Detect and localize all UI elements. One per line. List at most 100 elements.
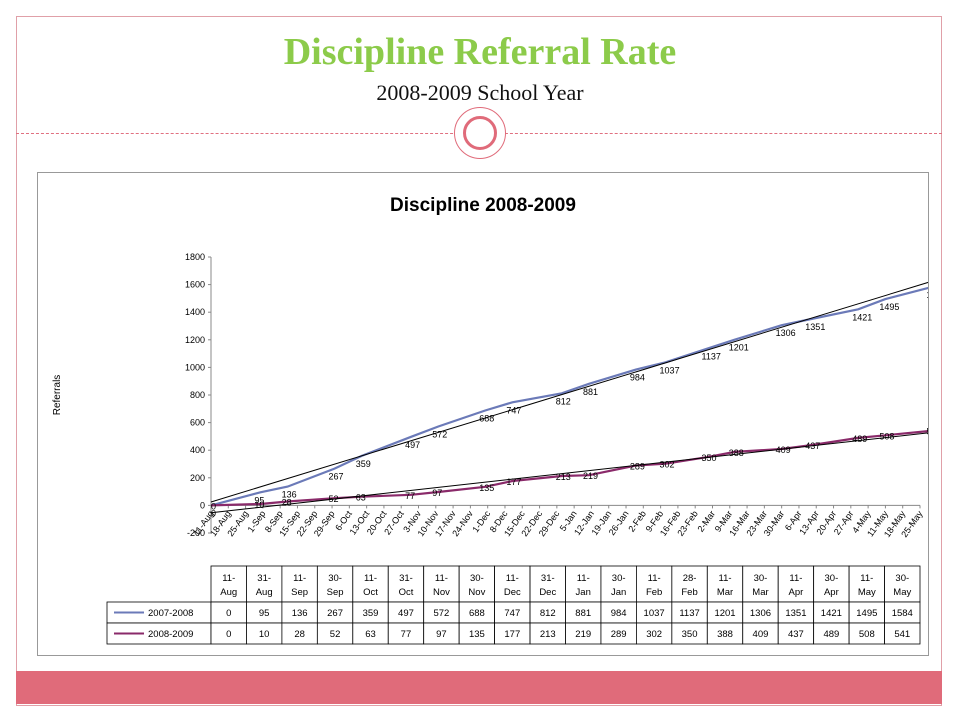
table-header-day: 11- (860, 573, 873, 584)
data-label: 497 (405, 440, 420, 450)
table-header-cell (777, 565, 815, 603)
table-header-month: May (858, 587, 876, 598)
table-cell-value: 359 (363, 608, 379, 619)
table-header-cell (884, 565, 921, 603)
data-label: 0 (211, 501, 216, 511)
table-cell-value: 0 (226, 608, 231, 619)
table-cell-value: 1421 (821, 608, 842, 619)
table-cell-value: 437 (788, 629, 804, 640)
table-cell-value: 688 (469, 608, 485, 619)
data-label: 541 (926, 427, 928, 437)
data-label: 572 (432, 429, 447, 439)
table-header-cell (600, 565, 637, 603)
table-header-month: Nov (468, 587, 485, 598)
table-cell-value: 219 (575, 629, 591, 640)
data-label: 0 (211, 508, 216, 518)
y-axis-label: Referrals (52, 375, 63, 416)
table-header-cell (706, 565, 744, 603)
table-header-month: Feb (646, 587, 662, 598)
trendline-2007-2008 (210, 280, 933, 503)
data-label: 28 (282, 498, 292, 508)
data-label: 63 (356, 493, 366, 503)
data-label: 135 (479, 483, 494, 493)
table-cell-value: 1137 (679, 608, 699, 619)
table-cell-value: 409 (753, 629, 769, 640)
data-label: 1201 (729, 343, 749, 353)
data-label: 688 (479, 413, 494, 423)
data-label: 1584 (926, 290, 928, 300)
table-header-month: Dec (539, 587, 556, 598)
slide-title: Discipline Referral Rate (283, 31, 677, 73)
ring-ornament-inner (463, 116, 497, 150)
data-label: 177 (506, 477, 521, 487)
y-tick-label: 1400 (185, 307, 205, 317)
data-label: 219 (583, 471, 598, 481)
table-cell (884, 622, 921, 645)
table-header-cell (813, 565, 850, 603)
data-label: 508 (879, 431, 894, 441)
table-header-month: Apr (824, 587, 839, 598)
table-header-day: 11- (435, 573, 448, 584)
table-cell-value: 63 (365, 629, 376, 640)
y-tick-label: 600 (190, 418, 205, 428)
y-tick-label: 200 (190, 473, 205, 483)
table-cell-value: 350 (682, 629, 698, 640)
table-header-month: Jan (576, 587, 591, 598)
table-cell-value: 136 (292, 608, 308, 619)
table-cell-value: 572 (433, 608, 449, 619)
data-label: 881 (583, 387, 598, 397)
table-header-month: Dec (504, 587, 521, 598)
data-label: 1421 (852, 312, 872, 322)
table-header-month: Mar (717, 587, 733, 598)
table-header-day: 11- (293, 573, 306, 584)
table-cell-value: 1584 (892, 608, 913, 619)
table-cell-value: 747 (504, 608, 520, 619)
y-tick-label: 1800 (185, 252, 205, 262)
data-label: 302 (660, 460, 675, 470)
data-label: 489 (852, 434, 867, 444)
data-label: 812 (556, 396, 571, 406)
table-cell-value: 135 (469, 629, 485, 640)
data-label: 409 (776, 445, 791, 455)
y-tick-label: 1600 (185, 280, 205, 290)
table-header-day: 30- (470, 573, 484, 584)
slide-subtitle: 2008-2009 School Year (376, 80, 584, 105)
data-label: 1495 (879, 302, 899, 312)
table-header-cell (742, 565, 779, 603)
y-tick-label: -200 (187, 528, 205, 538)
table-header-month: Sep (291, 587, 308, 598)
table-header-cell (458, 565, 495, 603)
table-cell-value: 388 (717, 629, 733, 640)
y-tick-label: 800 (190, 390, 205, 400)
table-header-cell (281, 565, 318, 603)
legend-entry: 2007-2008 (148, 608, 193, 619)
table-header-cell (423, 565, 460, 603)
table-header-month: Feb (681, 587, 697, 598)
table-cell-value: 177 (504, 629, 520, 640)
data-label: 136 (282, 490, 297, 500)
slide-border (16, 16, 942, 706)
data-label: 95 (254, 495, 264, 505)
table-header-day: 11- (577, 573, 590, 584)
table-cell-value: 497 (398, 608, 414, 619)
data-label: 289 (630, 462, 645, 472)
y-tick-label: 1200 (185, 335, 205, 345)
data-label: 984 (630, 373, 645, 383)
table-header-day: 28- (683, 573, 697, 584)
legend-entry: 2008-2009 (148, 629, 193, 640)
trendline-2008-2009 (210, 431, 933, 514)
table-header-day: 11- (789, 573, 802, 584)
table-cell-value: 52 (330, 629, 341, 640)
table-header-cell (352, 565, 389, 603)
table-cell-value: 881 (575, 608, 591, 619)
data-label: 1137 (702, 351, 721, 361)
table-header-month: Sep (327, 587, 344, 598)
chart-title: Discipline 2008-2009 (390, 195, 576, 216)
table-header-cell (387, 565, 425, 603)
table-header-day: 11- (719, 573, 732, 584)
data-label: 213 (556, 472, 571, 482)
table-header-day: 30- (825, 573, 839, 584)
table-header-month: Aug (220, 587, 237, 598)
table-cell-value: 95 (259, 608, 270, 619)
table-cell-value: 508 (859, 629, 875, 640)
